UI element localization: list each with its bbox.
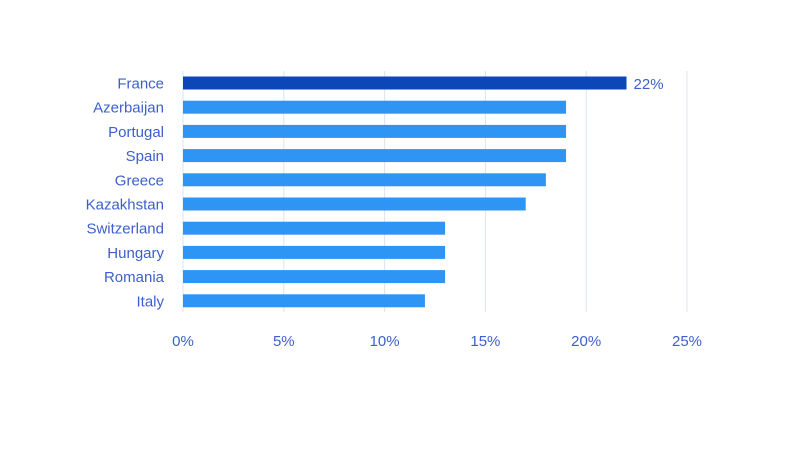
x-tick-label: 10% — [370, 333, 400, 350]
bar-romania — [183, 270, 446, 284]
bar-switzerland — [183, 221, 446, 235]
category-label: Kazakhstan — [86, 197, 164, 214]
category-label: Romania — [104, 269, 165, 286]
x-tick-label: 0% — [172, 333, 194, 350]
x-tick-label: 20% — [571, 333, 601, 350]
bar-spain — [183, 149, 567, 163]
bar-portugal — [183, 124, 567, 138]
bar-hungary — [183, 245, 446, 259]
x-tick-label: 5% — [273, 333, 295, 350]
category-label: Portugal — [108, 124, 164, 141]
bar-france — [183, 76, 627, 90]
data-label: 22% — [634, 76, 664, 93]
category-labels: France Azerbaijan Portugal Spain Greece Kazak… — [86, 76, 165, 311]
bars — [183, 76, 627, 308]
category-label: Switzerland — [86, 221, 164, 238]
x-tick-labels: 0% 5% 10% 15% 20% 25% — [172, 333, 702, 350]
category-label: France — [117, 76, 164, 93]
category-label: Hungary — [107, 245, 164, 262]
bar-greece — [183, 173, 546, 187]
bar-kazakhstan — [183, 197, 526, 211]
category-label: Azerbaijan — [93, 100, 164, 117]
x-tick-label: 15% — [470, 333, 500, 350]
x-tick-label: 25% — [672, 333, 702, 350]
bar-azerbaijan — [183, 100, 567, 114]
category-label: Spain — [126, 148, 164, 165]
data-labels: 22% — [634, 76, 664, 93]
category-label: Greece — [115, 172, 164, 189]
category-label: Italy — [136, 293, 164, 310]
bar-italy — [183, 294, 425, 308]
